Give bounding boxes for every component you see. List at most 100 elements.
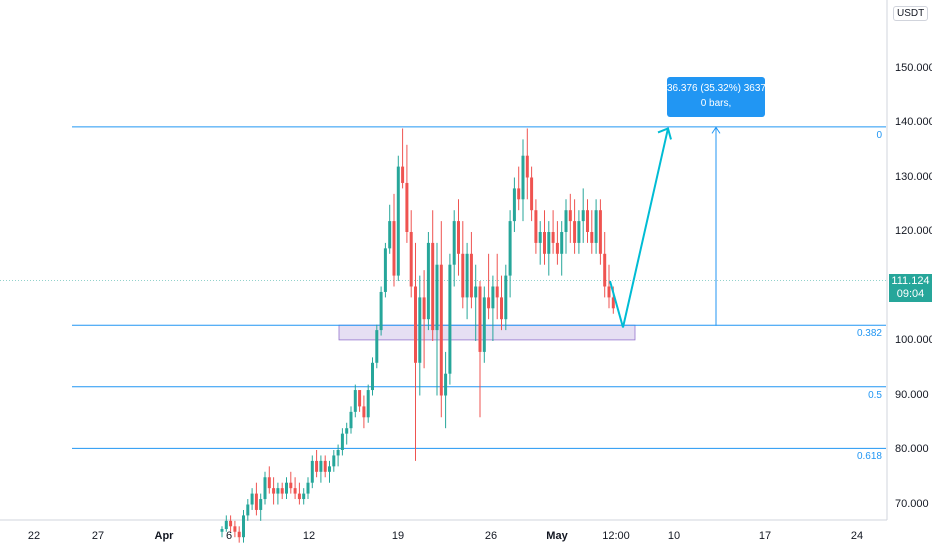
date-tick: 17 — [758, 530, 772, 542]
date-tick: May — [546, 530, 568, 542]
candle-body — [371, 362, 374, 391]
candle-body — [422, 297, 426, 320]
candle-body — [611, 297, 615, 309]
candle-body — [491, 286, 495, 309]
candle-body — [590, 232, 594, 243]
candle-body — [405, 182, 409, 232]
candle-body — [530, 177, 534, 211]
candle-body — [332, 455, 336, 467]
fib-label: 0.618 — [856, 451, 882, 463]
candle-body — [362, 406, 366, 418]
candle-body — [435, 264, 439, 331]
candle-body — [220, 529, 224, 532]
candle-body — [444, 373, 448, 396]
candle-body — [375, 330, 379, 363]
candle-body — [431, 242, 435, 331]
candle-body — [517, 188, 521, 200]
candle-body — [259, 499, 263, 510]
candle-body — [401, 166, 405, 183]
candle-body — [439, 264, 443, 396]
candle-body — [289, 482, 293, 489]
candle-body — [598, 210, 602, 254]
candle-body — [349, 411, 353, 429]
price-tick: 140.000 — [895, 116, 932, 128]
date-tick: 19 — [391, 530, 405, 542]
last-price-countdown: 09:04 — [896, 288, 925, 300]
candle-body — [452, 221, 456, 265]
projection-arrow — [609, 128, 669, 328]
candle-body — [418, 297, 422, 363]
candle-body — [495, 286, 499, 298]
candle-body — [547, 232, 551, 254]
date-tick: Apr — [154, 530, 174, 542]
candle-body — [555, 242, 559, 254]
candle-body — [229, 520, 233, 527]
candle-body — [379, 291, 383, 331]
measure-tooltip: 36.376 (35.32%) 36376 0 bars, — [667, 77, 772, 117]
candle-body — [414, 286, 417, 363]
candle-body — [285, 482, 288, 494]
candle-body — [306, 482, 310, 494]
date-tick: 26 — [484, 530, 498, 542]
price-tick: 130.000 — [895, 170, 932, 183]
candle-body — [242, 515, 245, 538]
candle-body — [594, 210, 598, 243]
currency-label: USDT — [897, 8, 925, 19]
last-price-badge: 111.124 09:04 — [889, 274, 932, 302]
candle-body — [504, 275, 508, 320]
candle-body — [280, 488, 284, 494]
candle-body — [465, 253, 469, 298]
candle-body — [340, 433, 344, 450]
candle-body — [396, 166, 400, 276]
date-tick: 22 — [27, 530, 41, 542]
candle-body — [383, 248, 387, 292]
candle-body — [310, 460, 314, 483]
measure-line1: 36.376 (35.32%) 36376 — [667, 83, 772, 94]
candle-body — [293, 488, 297, 494]
last-price-value: 111.124 — [891, 275, 930, 287]
candle-body — [538, 232, 542, 243]
candle-body — [525, 155, 529, 178]
candle-body — [388, 221, 392, 249]
candle-body — [319, 460, 323, 472]
date-tick: 12:00 — [602, 530, 630, 542]
date-tick: 27 — [91, 530, 105, 542]
fib-label: 0.5 — [868, 389, 882, 401]
price-tick: 100.000 — [895, 334, 932, 346]
candle-body — [237, 531, 241, 538]
candle-body — [336, 450, 340, 456]
price-tick: 70.000 — [895, 497, 929, 510]
price-tick: 150.000 — [895, 61, 932, 74]
candle-body — [315, 460, 319, 472]
date-tick: 24 — [850, 530, 864, 542]
date-tick: 12 — [302, 530, 316, 542]
measure-line2: 0 bars, — [700, 98, 732, 109]
candle-body — [551, 232, 555, 243]
projection-arrowhead — [657, 127, 672, 140]
candle-body — [366, 390, 370, 418]
candle-body — [581, 210, 585, 222]
candle-body — [392, 221, 396, 276]
candle-body — [586, 210, 589, 232]
candle-body — [328, 466, 331, 472]
candle-body — [474, 286, 478, 298]
candle-body — [276, 488, 280, 494]
candle-body — [564, 210, 568, 232]
candle-body — [508, 221, 512, 276]
measure-arrowhead — [711, 126, 721, 134]
candle-body — [543, 232, 546, 254]
demand-zone — [338, 324, 636, 341]
candle-body — [568, 210, 572, 222]
candle-body — [254, 493, 258, 510]
candle-body — [478, 286, 482, 352]
candle-body — [573, 221, 577, 243]
price-tick: 90.000 — [895, 388, 929, 401]
candle-body — [487, 297, 491, 309]
date-tick: 6 — [225, 530, 233, 542]
candle-body — [521, 155, 525, 200]
currency-tag[interactable]: USDT — [893, 6, 929, 21]
candle-body — [534, 210, 538, 243]
candle-body — [302, 493, 306, 500]
